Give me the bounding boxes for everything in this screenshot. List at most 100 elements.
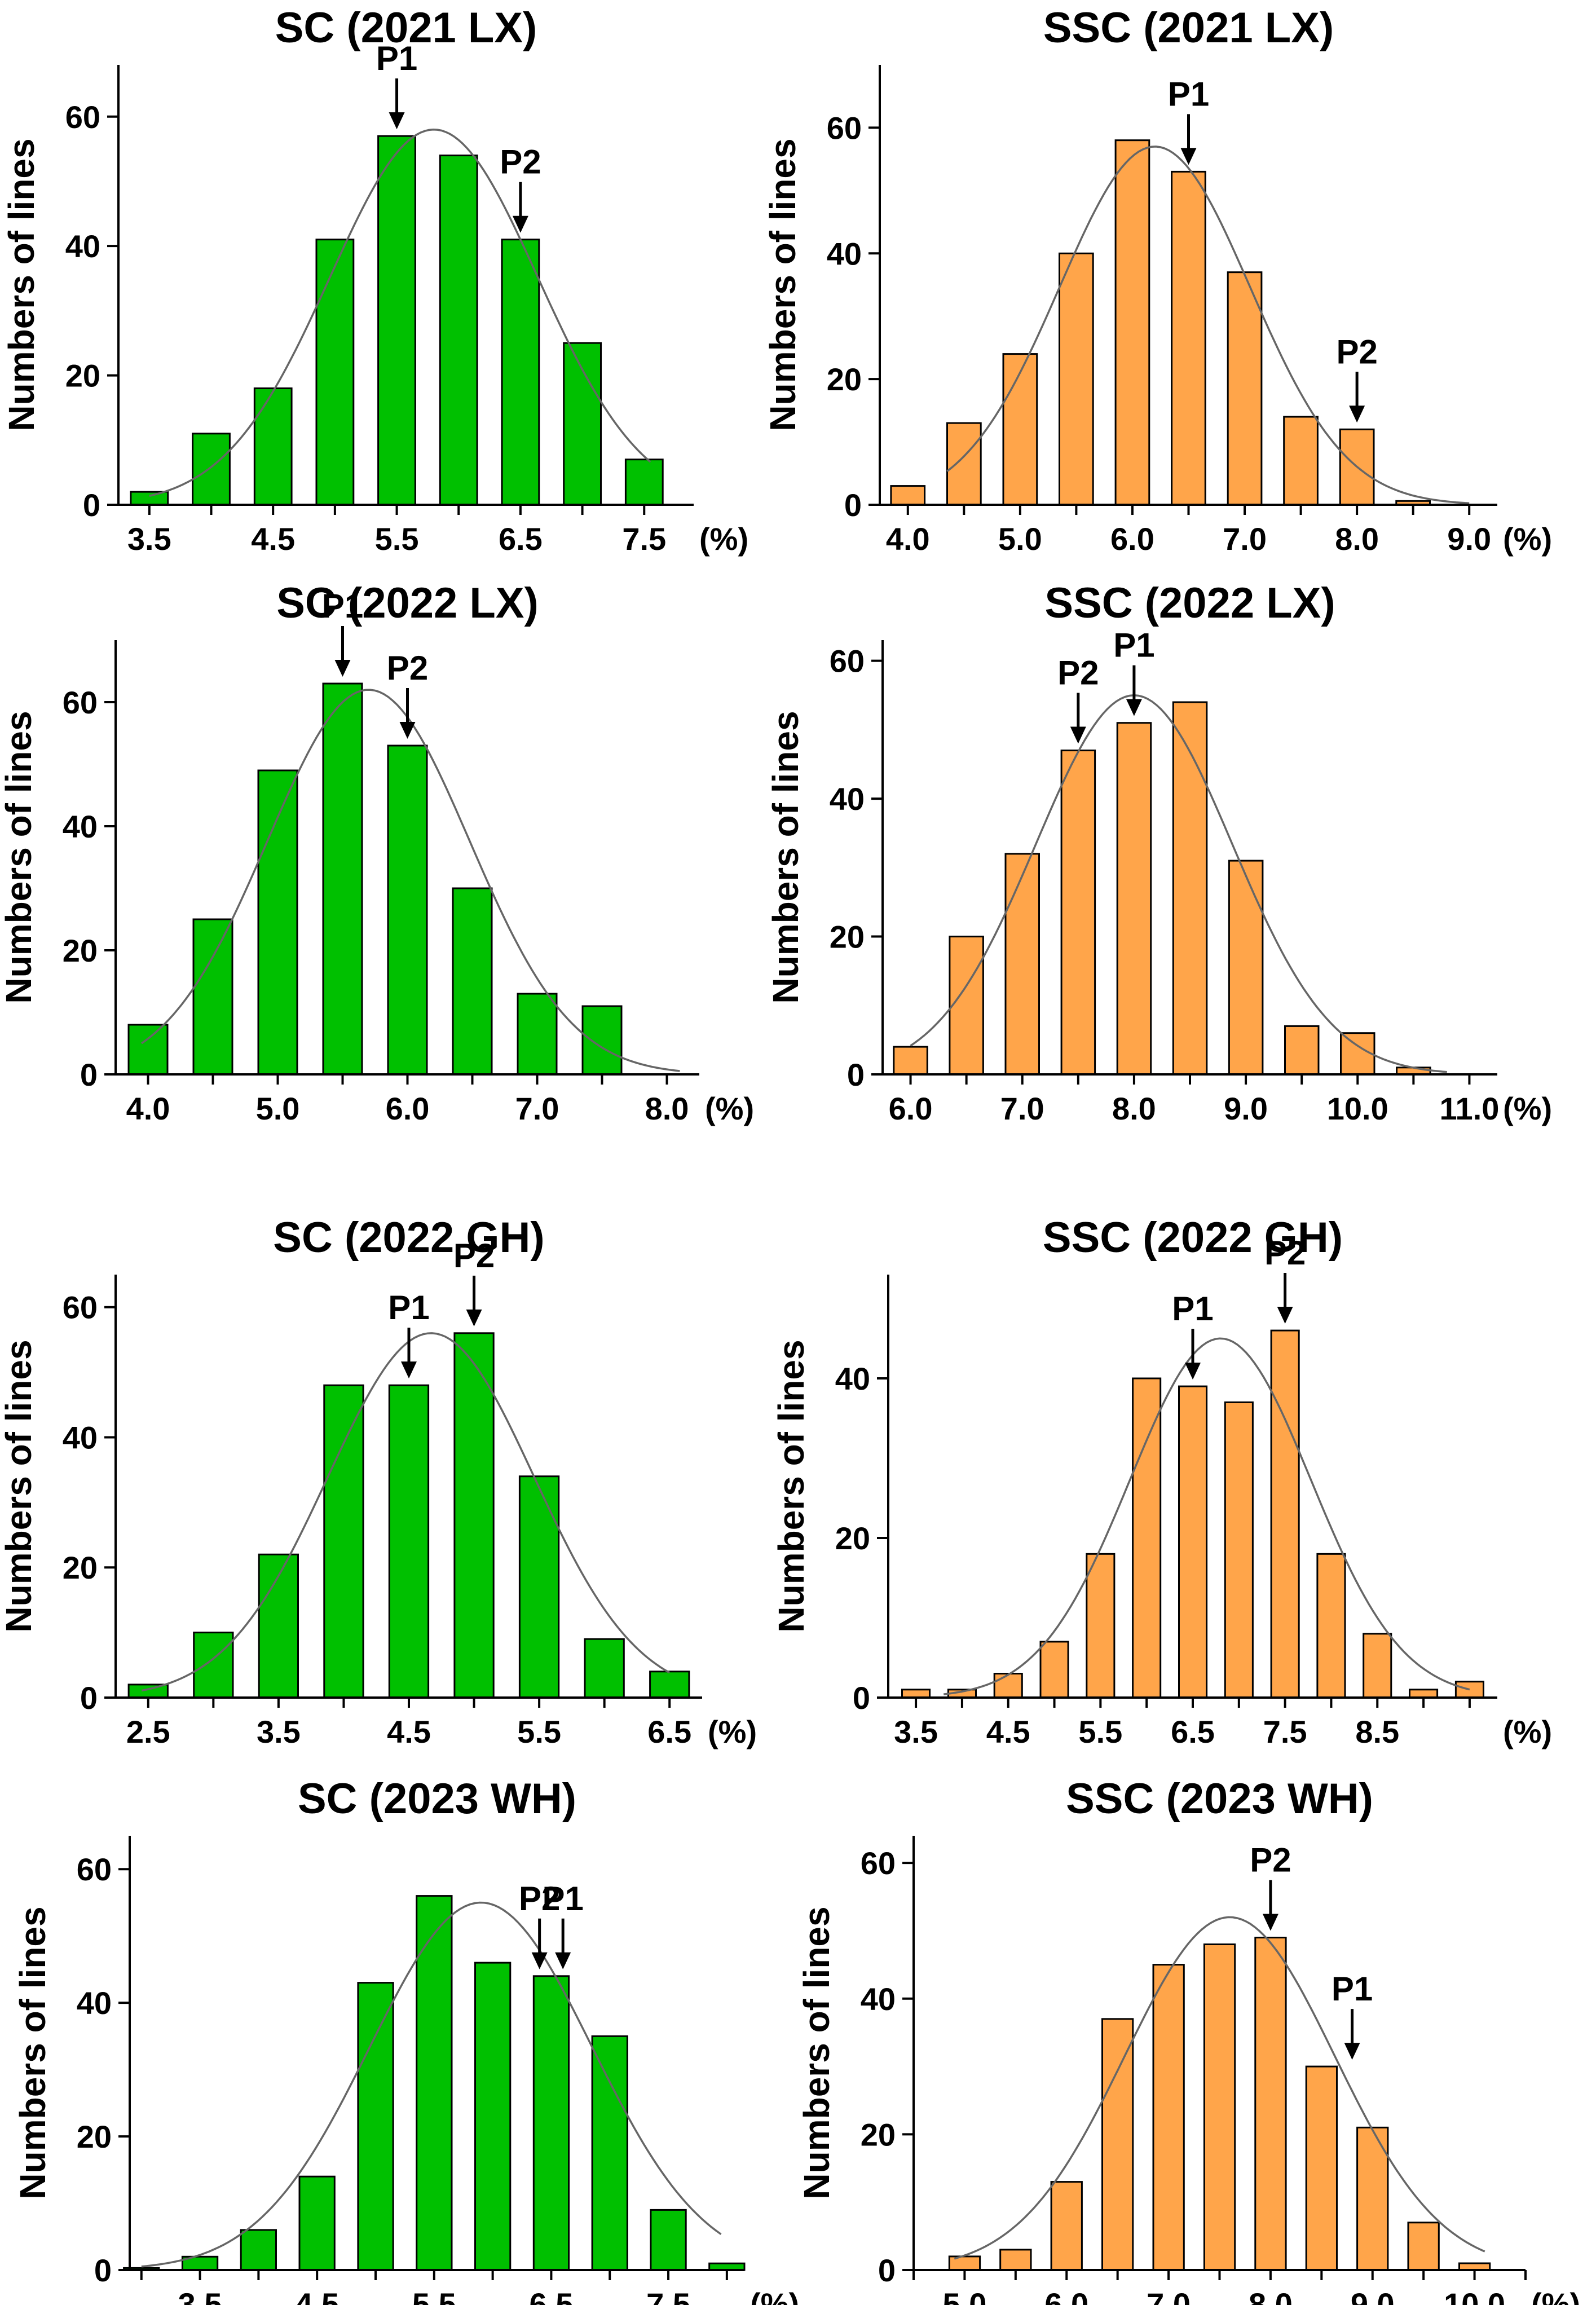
bar — [563, 342, 602, 506]
bar — [1004, 853, 1040, 1076]
bar — [298, 2175, 336, 2271]
x-tick-label: 5.0 — [256, 1091, 300, 1126]
chart-title: SC (2022 GH) — [273, 1214, 545, 1262]
bar — [322, 682, 363, 1076]
y-tick-label: 40 — [827, 236, 862, 271]
bar — [1060, 750, 1096, 1076]
normal-curve — [140, 689, 680, 1072]
bar — [1316, 1553, 1346, 1699]
x-tick-label: 9.0 — [1224, 1091, 1268, 1126]
bar — [257, 769, 298, 1076]
bar — [591, 2035, 628, 2271]
bar — [890, 485, 926, 506]
bar — [1228, 860, 1264, 1076]
x-tick-label: 7.0 — [1223, 521, 1267, 557]
bar — [949, 936, 984, 1076]
bar — [948, 2255, 981, 2271]
bar — [993, 1673, 1023, 1699]
panel-ssc-2022-gh: SSC (2022 GH) Numbers of lines 0 20 40 3.5 4.5… — [771, 1214, 1552, 1749]
panel-sc-2021-lx: SC (2021 LX) Numbers of lines 0 20 40 60 3.5 4.… — [1, 4, 748, 557]
arrow-head-icon — [1070, 726, 1086, 744]
y-axis-label: Numbers of lines — [762, 138, 803, 431]
bar — [893, 1046, 928, 1076]
arrow-head-icon — [1126, 699, 1142, 716]
bar — [1224, 1401, 1254, 1699]
y-tick-label: 20 — [65, 358, 100, 394]
bar — [192, 918, 233, 1076]
y-tick-label: 20 — [77, 2119, 112, 2154]
bar — [1270, 1329, 1300, 1699]
annotation-label: P1 — [1172, 1290, 1213, 1328]
bar — [193, 1632, 234, 1699]
bar — [517, 993, 558, 1076]
x-tick-label: 2.5 — [126, 1714, 170, 1749]
bar — [439, 155, 478, 506]
x-tick-label: 6.5 — [1171, 1714, 1215, 1749]
y-axis-label: Numbers of lines — [0, 711, 39, 1003]
normal-curve — [946, 146, 1470, 504]
bar — [377, 135, 416, 506]
y-tick-label: 40 — [77, 1985, 112, 2021]
x-tick-label: 8.0 — [1249, 2286, 1293, 2305]
y-axis-label: Numbers of lines — [0, 1339, 39, 1632]
y-axis-label: Numbers of lines — [796, 1906, 837, 2199]
arrow-head-icon — [466, 1309, 482, 1326]
bar — [1002, 353, 1038, 506]
x-unit-label: (%) — [699, 521, 748, 557]
bar — [1407, 2222, 1440, 2271]
annotation-label: P1 — [322, 587, 363, 625]
bar — [1152, 1964, 1185, 2271]
annotation-label: P2 — [453, 1237, 495, 1275]
y-axis-label: Numbers of lines — [771, 1339, 812, 1632]
x-tick-label: 5.5 — [412, 2286, 456, 2305]
bar — [999, 2249, 1032, 2271]
x-tick-label: 4.5 — [295, 2286, 339, 2305]
bar — [1116, 722, 1152, 1076]
x-unit-label: (%) — [1503, 1091, 1552, 1126]
arrow-head-icon — [1180, 148, 1197, 165]
y-tick-label: 40 — [835, 1361, 870, 1396]
x-tick-label: 4.5 — [387, 1714, 431, 1749]
bar — [1172, 701, 1208, 1076]
bar — [581, 1005, 623, 1076]
y-axis-label: Numbers of lines — [765, 711, 806, 1003]
y-tick-label: 40 — [830, 781, 865, 817]
annotation-label: P1 — [1168, 75, 1209, 113]
bar — [1171, 170, 1206, 506]
bar — [474, 1962, 512, 2271]
bar — [501, 239, 540, 506]
x-tick-label: 7.0 — [1147, 2286, 1191, 2305]
normal-curve — [943, 1337, 1470, 1695]
x-tick-label: 7.5 — [646, 2286, 690, 2305]
y-axis-label: Numbers of lines — [1, 138, 42, 431]
annotation-label: P2 — [1057, 654, 1099, 692]
bar — [1454, 1681, 1484, 1699]
x-tick-label: 5.5 — [1078, 1714, 1122, 1749]
bar — [649, 1671, 690, 1699]
y-tick-label: 0 — [94, 2253, 112, 2288]
bar — [650, 2209, 687, 2271]
bar — [1254, 1937, 1287, 2271]
bar — [1101, 2018, 1134, 2271]
chart-title: SSC (2022 GH) — [1043, 1214, 1343, 1262]
arrow-head-icon — [1344, 2043, 1360, 2060]
x-tick-label: 3.5 — [257, 1714, 301, 1749]
annotation-label: P2 — [1264, 1234, 1306, 1272]
y-tick-label: 60 — [77, 1852, 112, 1887]
x-tick-label: 3.5 — [127, 521, 171, 557]
bar — [357, 1982, 394, 2271]
arrow-head-icon — [389, 112, 405, 130]
bar — [584, 1638, 625, 1699]
x-tick-label: 4.0 — [886, 521, 930, 557]
arrow-head-icon — [1185, 1363, 1201, 1380]
x-tick-label: 8.0 — [645, 1091, 689, 1126]
normal-curve — [141, 1901, 722, 2268]
normal-curve — [141, 1332, 671, 1692]
bar — [127, 1024, 169, 1076]
arrow-head-icon — [334, 660, 351, 677]
arrow-head-icon — [1262, 1914, 1278, 1931]
y-tick-label: 20 — [63, 1550, 98, 1585]
annotation-label: P1 — [376, 39, 417, 77]
bar — [130, 491, 169, 506]
